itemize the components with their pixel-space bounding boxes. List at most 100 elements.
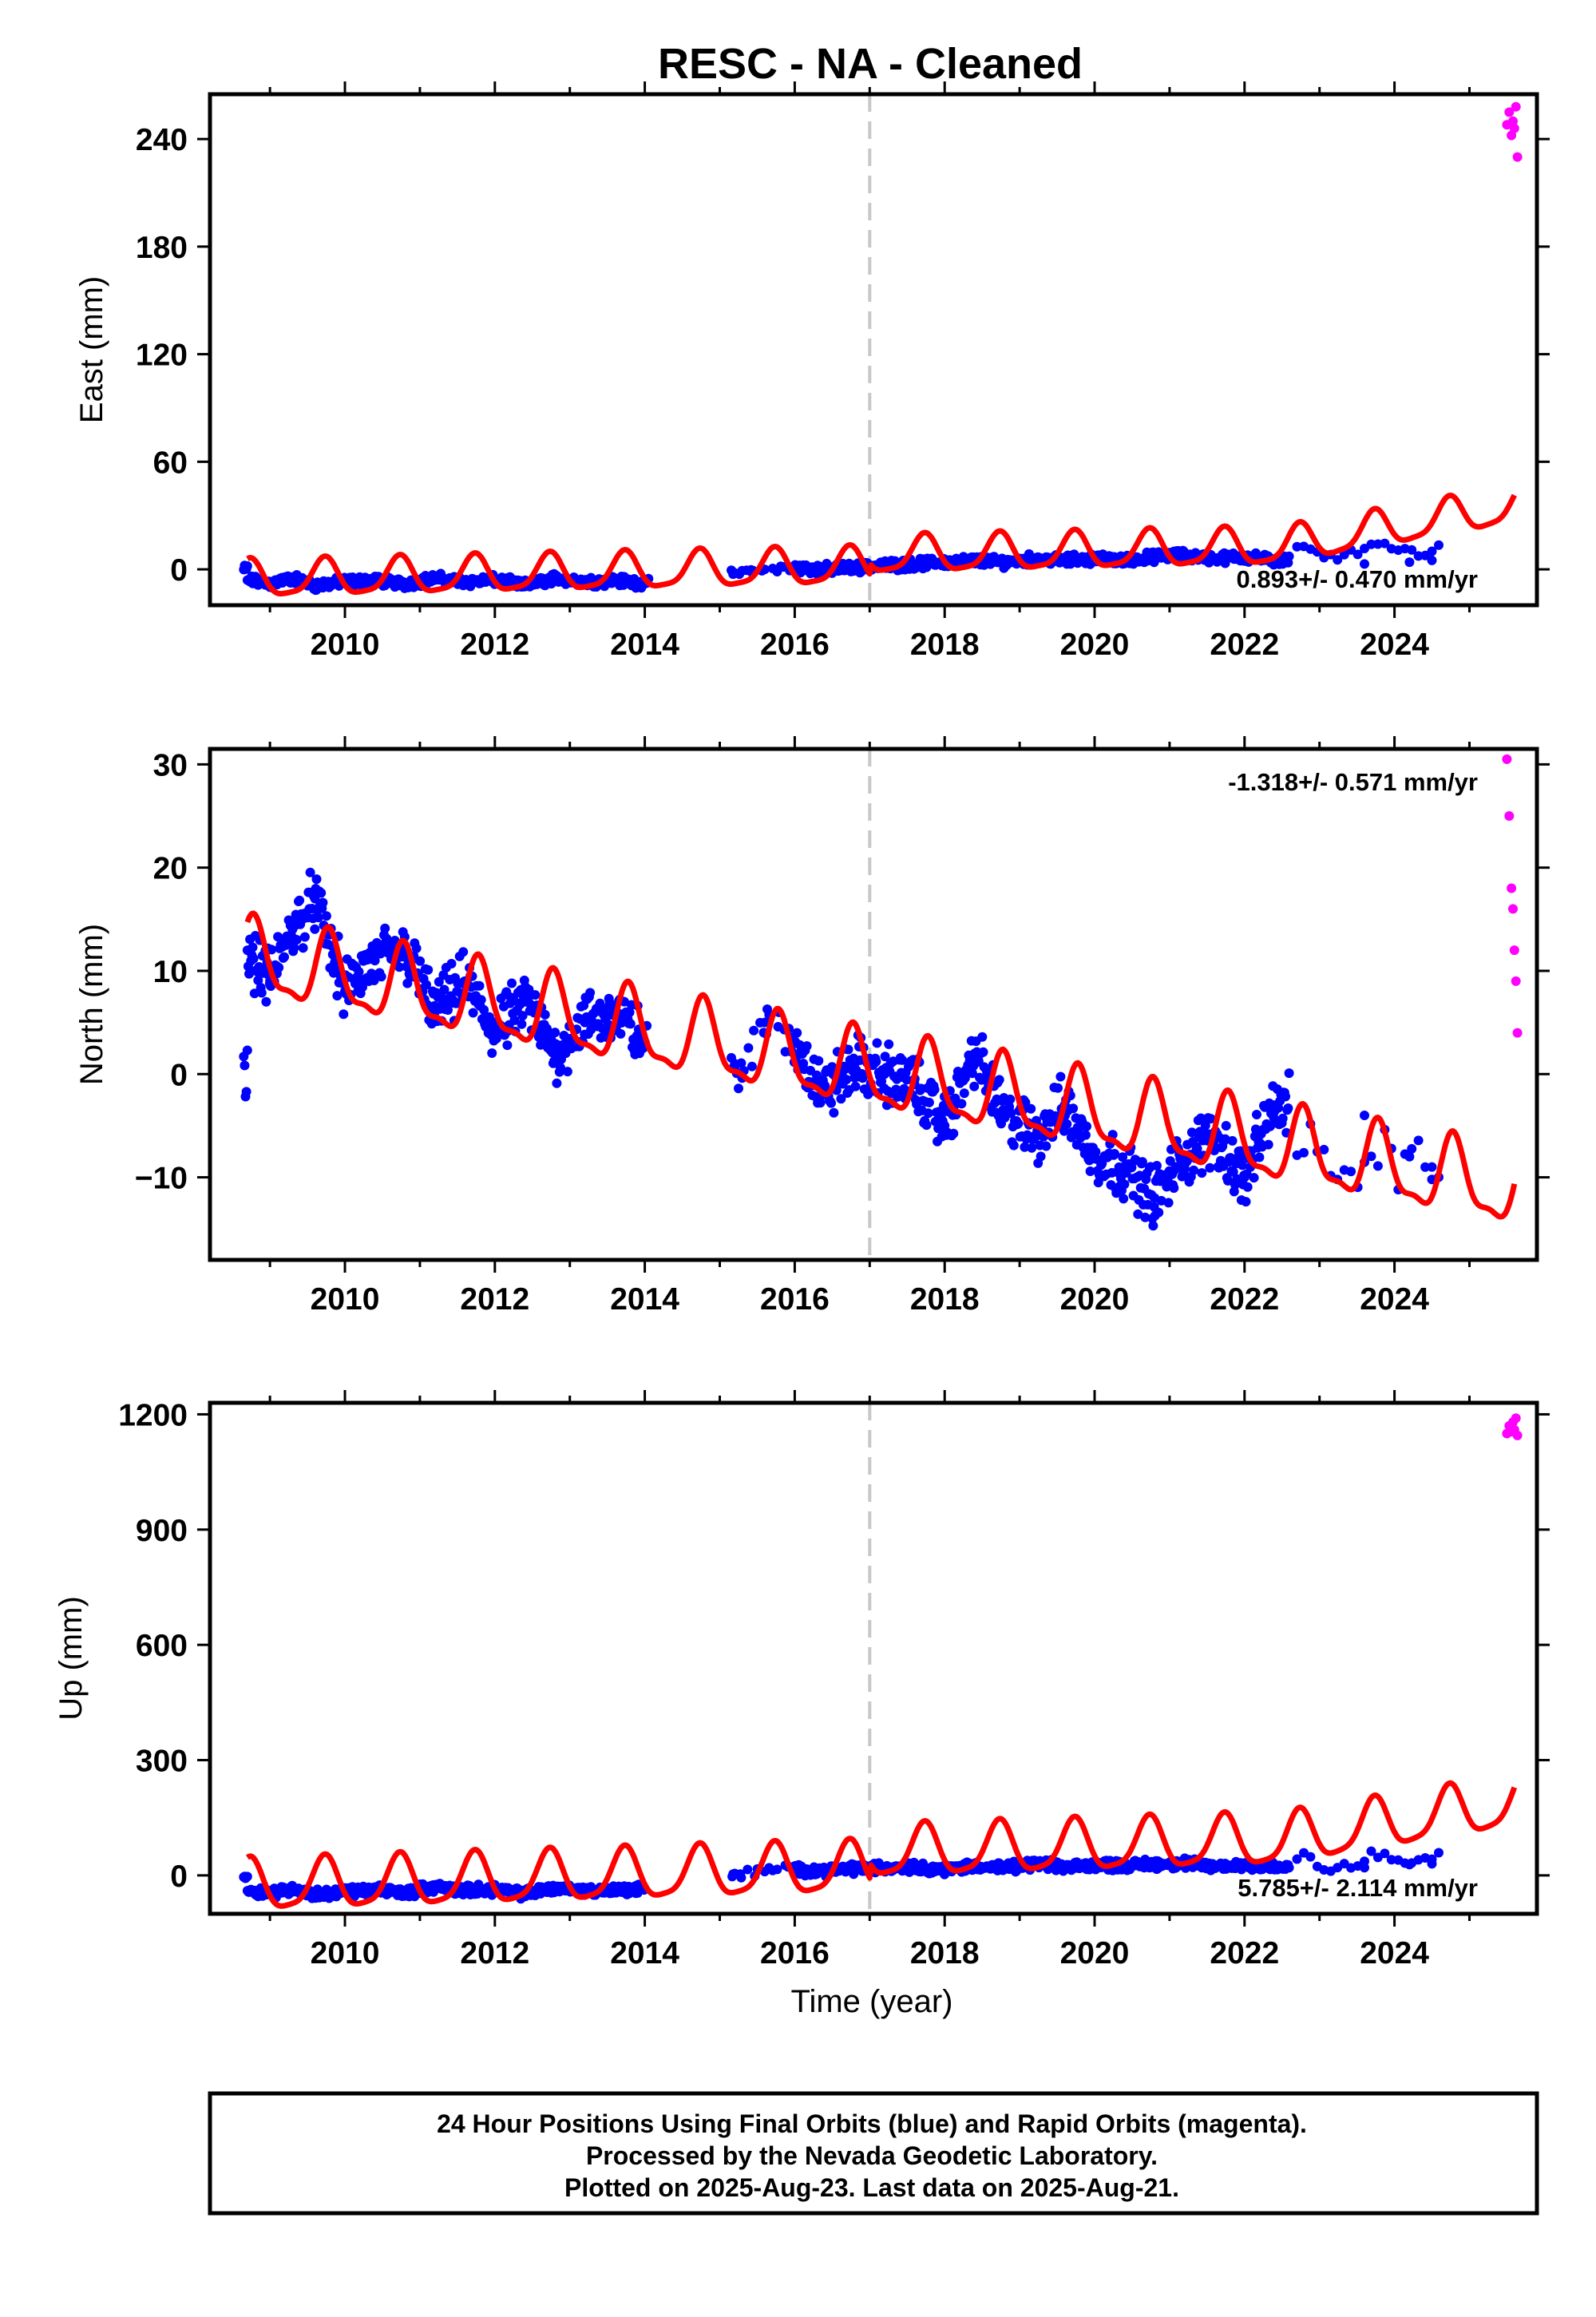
north-final-point [313,913,323,923]
north-final-point [242,1045,252,1056]
north-rapid-point [1502,754,1512,764]
north-final-point [380,923,390,933]
north-final-point [1413,1135,1424,1146]
north-final-point [857,1073,868,1083]
up-final-point [610,1885,620,1895]
north-final-point [871,1056,881,1067]
north-final-point [897,1055,908,1065]
north-final-point [321,911,331,921]
north-final-point [1013,1119,1024,1129]
north-final-point [1127,1162,1137,1173]
north-final-point [474,980,485,991]
north-rapid-point [1504,811,1515,821]
caption-box: 24 Hour Positions Using Final Orbits (bl… [208,2091,1539,2216]
north-final-point [730,1059,740,1069]
north-final-point [468,1008,478,1018]
up-x-tick-label: 2018 [910,1936,980,1970]
east-final-point [1029,553,1040,564]
up-final-point [820,1866,830,1876]
north-final-point [1036,1151,1046,1162]
north-final-point [1221,1121,1231,1131]
east-final-point [287,573,298,584]
north-final-point [1169,1183,1179,1193]
north-final-point [524,984,534,995]
north-final-point [287,925,298,935]
north-rate-label: -1.318+/- 0.571 mm/yr [1228,768,1478,796]
north-final-point [880,1052,890,1062]
east-rapid-point [1512,152,1523,162]
up-x-tick-label: 2010 [311,1936,380,1970]
up-y-axis-label: Up (mm) [53,1596,89,1721]
up-x-tick-label: 2016 [760,1936,830,1970]
up-final-point [310,1889,320,1899]
north-final-point [872,1038,882,1048]
east-y-tick-label: 0 [170,553,188,588]
east-x-tick-label: 2018 [910,628,980,662]
north-final-point [402,978,413,988]
north-final-point [826,1098,836,1108]
north-final-point [316,888,327,898]
up-final-point [849,1864,860,1874]
north-final-point [354,967,364,977]
north-final-point [1284,1068,1294,1079]
north-final-point [1242,1182,1253,1192]
up-y-tick-label: 0 [170,1860,188,1894]
north-final-point [1133,1209,1143,1219]
up-x-tick-label: 2024 [1360,1936,1429,1970]
north-final-point [802,1041,812,1052]
north-y-tick-label: 30 [153,748,188,782]
up-x-tick-label: 2022 [1210,1936,1279,1970]
north-final-point [434,976,444,987]
north-final-point [1239,1172,1249,1182]
north-final-point [242,945,252,956]
east-final-point [730,568,740,578]
north-final-point [827,1062,838,1072]
north-final-point [555,1063,565,1073]
north-final-point [1151,1161,1162,1170]
north-final-point [552,1078,562,1088]
north-final-point [1238,1160,1247,1170]
north-final-point [311,874,322,885]
up-final-point [772,1864,782,1875]
caption-line-3: Plotted on 2025-Aug-23. Last data on 202… [564,2173,1179,2202]
north-frame [208,747,1539,1262]
north-final-point [273,932,283,942]
north-final-point [734,1083,743,1094]
north-final-point [1254,1152,1265,1162]
north-final-point [550,1028,560,1038]
up-x-tick-label: 2014 [610,1936,679,1970]
east-y-tick-label: 120 [136,339,188,373]
north-rapid-point [1511,976,1521,986]
north-final-point [1407,1143,1417,1154]
up-plot-area [239,1403,1523,1914]
east-plot-area [239,94,1523,605]
east-y-axis-label: East (mm) [74,276,109,423]
north-final-point [1020,1097,1031,1107]
north-final-point [849,1059,860,1069]
north-final-point [517,1011,528,1021]
north-final-point [1000,1111,1010,1120]
north-final-point [1277,1113,1288,1123]
north-final-point [1119,1162,1130,1172]
east-panel: 2010 2012 2014 2016 2018 2020 2022 2024 0 60 120 18… [74,81,1550,662]
north-final-point [1220,1134,1230,1144]
north-y-tick-label: 0 [170,1058,188,1092]
east-y-tick-label: 180 [136,231,188,265]
north-final-point [446,959,457,968]
north-rapid-point [1507,883,1517,893]
north-final-point [1346,1166,1356,1177]
north-final-point [749,1025,759,1036]
north-x-tick-label: 2016 [760,1282,830,1317]
north-final-point [829,1107,839,1118]
east-final-point [1292,541,1302,552]
north-x-tick-label: 2014 [610,1282,679,1317]
north-final-point [969,1081,980,1091]
north-final-point [1055,1071,1066,1082]
north-final-point [476,995,486,1005]
caption-line-2: Processed by the Nevada Geodetic Laborat… [586,2141,1158,2170]
north-final-point [502,1040,513,1051]
north-final-point [1154,1207,1164,1218]
up-x-tick-label: 2012 [460,1936,529,1970]
north-final-point [517,1019,527,1029]
north-final-point [295,895,305,905]
